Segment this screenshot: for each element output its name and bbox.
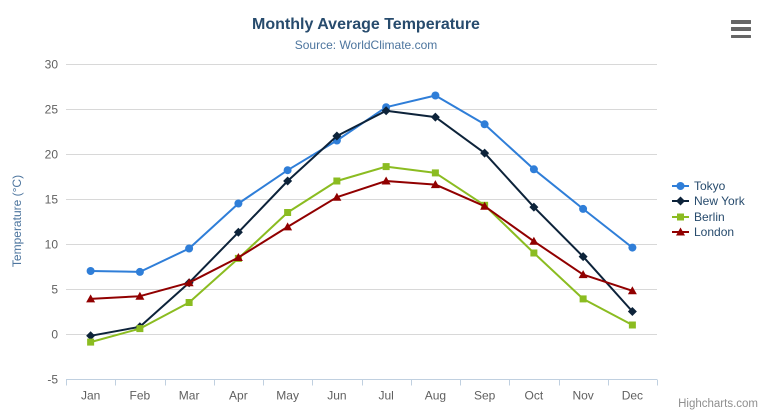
marker-tokyo[interactable] — [431, 91, 440, 100]
marker-london[interactable] — [480, 201, 490, 210]
marker-london[interactable] — [283, 222, 293, 231]
marker-london[interactable] — [86, 294, 96, 303]
marker-new-york[interactable] — [430, 112, 440, 122]
marker-tokyo[interactable] — [579, 204, 588, 213]
series-line-new-york[interactable] — [89, 109, 634, 337]
marker-new-york[interactable] — [480, 148, 490, 158]
x-axis-label: Apr — [229, 389, 248, 403]
marker-berlin[interactable] — [382, 163, 390, 171]
legend-label: New York — [694, 194, 745, 209]
y-axis-label: 0 — [51, 328, 58, 342]
x-axis-label: Jul — [378, 389, 393, 403]
legend-marker-diamond-icon — [672, 196, 689, 206]
context-menu-button[interactable] — [731, 19, 753, 39]
x-axis-label: Jun — [327, 389, 346, 403]
marker-berlin[interactable] — [136, 325, 144, 333]
hamburger-icon — [731, 34, 751, 38]
x-axis-label: Mar — [179, 389, 200, 403]
marker-london[interactable] — [381, 176, 391, 185]
x-axis-label: Feb — [130, 389, 151, 403]
legend-item-london[interactable]: London — [672, 225, 745, 241]
x-axis-label: Oct — [525, 389, 544, 403]
marker-berlin[interactable] — [185, 299, 193, 306]
marker-berlin[interactable] — [284, 209, 292, 216]
marker-new-york[interactable] — [233, 227, 243, 237]
marker-london[interactable] — [135, 291, 145, 300]
y-axis-label: 10 — [45, 238, 59, 252]
marker-london[interactable] — [233, 253, 243, 261]
series-line-london[interactable] — [89, 180, 634, 300]
legend-label: London — [694, 225, 735, 240]
y-axis-label: 5 — [51, 283, 58, 297]
series-line-berlin[interactable] — [89, 165, 634, 344]
marker-tokyo[interactable] — [185, 244, 194, 253]
y-axis-title: Temperature (°C) — [10, 174, 24, 268]
x-axis-label: Jan — [81, 389, 100, 403]
marker-new-york[interactable] — [627, 307, 637, 316]
marker-london[interactable] — [627, 286, 637, 295]
marker-london[interactable] — [430, 180, 440, 189]
chart-title: Monthly Average Temperature — [252, 16, 480, 33]
marker-tokyo[interactable] — [480, 120, 489, 129]
marker-london[interactable] — [332, 192, 342, 201]
x-axis-label: Aug — [425, 389, 446, 403]
x-axis-label: Dec — [622, 389, 643, 403]
legend-marker-square-icon — [672, 213, 689, 221]
marker-new-york[interactable] — [86, 331, 96, 341]
legend-item-berlin[interactable]: Berlin — [672, 209, 745, 225]
legend: Tokyo New York Berlin London — [672, 178, 745, 240]
series-line-tokyo[interactable] — [89, 94, 634, 273]
x-axis-label: May — [276, 389, 299, 403]
y-axis-label: 20 — [45, 148, 59, 162]
legend-item-new-york[interactable]: New York — [672, 194, 745, 210]
marker-tokyo[interactable] — [86, 267, 95, 275]
marker-new-york[interactable] — [529, 202, 539, 212]
marker-tokyo[interactable] — [529, 165, 538, 174]
marker-new-york[interactable] — [332, 131, 342, 141]
marker-london[interactable] — [578, 270, 588, 279]
y-axis-label: 25 — [45, 103, 59, 117]
hamburger-icon — [731, 27, 751, 31]
x-axis-label: Nov — [572, 389, 593, 403]
marker-berlin[interactable] — [431, 169, 439, 177]
chart-subtitle: Source: WorldClimate.com — [294, 38, 438, 52]
y-axis-label: 15 — [45, 193, 59, 207]
marker-tokyo[interactable] — [135, 267, 144, 276]
y-axis-label: 30 — [45, 58, 59, 72]
marker-london[interactable] — [529, 236, 539, 245]
legend-marker-triangle-icon — [672, 227, 689, 236]
marker-berlin[interactable] — [87, 338, 95, 346]
marker-new-york[interactable] — [283, 176, 293, 186]
marker-berlin[interactable] — [333, 177, 341, 185]
credits-link[interactable]: Highcharts.com — [678, 398, 758, 410]
y-axis-label: -5 — [47, 373, 58, 387]
legend-label: Tokyo — [694, 178, 726, 193]
x-axis-label: Sep — [474, 389, 496, 403]
legend-marker-circle-icon — [672, 181, 689, 190]
hamburger-icon — [731, 20, 751, 24]
marker-berlin[interactable] — [628, 321, 636, 329]
legend-item-tokyo[interactable]: Tokyo — [672, 178, 745, 194]
marker-tokyo[interactable] — [628, 243, 637, 252]
marker-london[interactable] — [184, 278, 194, 287]
legend-label: Berlin — [694, 209, 725, 224]
marker-tokyo[interactable] — [234, 199, 243, 208]
marker-tokyo[interactable] — [283, 166, 292, 175]
marker-new-york[interactable] — [381, 106, 391, 116]
marker-new-york[interactable] — [578, 252, 588, 262]
marker-berlin[interactable] — [579, 295, 587, 303]
marker-berlin[interactable] — [530, 249, 538, 257]
